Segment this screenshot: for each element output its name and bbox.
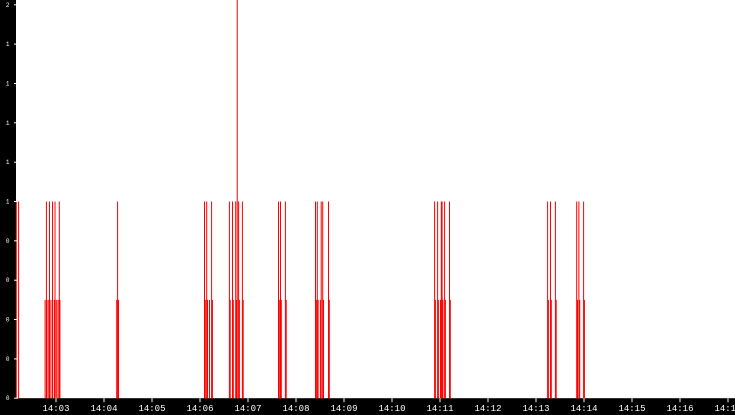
- svg-text:14:10: 14:10: [378, 404, 405, 414]
- svg-text:14:05: 14:05: [138, 404, 165, 414]
- svg-text:0: 0: [6, 277, 10, 284]
- svg-text:1: 1: [6, 159, 10, 166]
- svg-text:14:08: 14:08: [282, 404, 309, 414]
- svg-text:14:14: 14:14: [570, 404, 597, 414]
- svg-text:14:15: 14:15: [618, 404, 645, 414]
- svg-text:14:17: 14:17: [714, 404, 735, 414]
- svg-text:0: 0: [6, 238, 10, 245]
- svg-text:14:04: 14:04: [90, 404, 117, 414]
- svg-text:14:09: 14:09: [330, 404, 357, 414]
- svg-text:1: 1: [6, 120, 10, 127]
- svg-text:2: 2: [6, 2, 10, 9]
- svg-text:0: 0: [6, 395, 10, 402]
- svg-text:14:12: 14:12: [474, 404, 501, 414]
- svg-text:14:03: 14:03: [42, 404, 69, 414]
- svg-text:14:06: 14:06: [186, 404, 213, 414]
- svg-text:1: 1: [6, 41, 10, 48]
- svg-text:14:11: 14:11: [426, 404, 453, 414]
- svg-text:14:13: 14:13: [522, 404, 549, 414]
- svg-text:1: 1: [6, 81, 10, 88]
- svg-text:1: 1: [6, 199, 10, 206]
- svg-text:14:07: 14:07: [234, 404, 261, 414]
- svg-text:14:16: 14:16: [666, 404, 693, 414]
- svg-text:0: 0: [6, 317, 10, 324]
- svg-text:0: 0: [6, 356, 10, 363]
